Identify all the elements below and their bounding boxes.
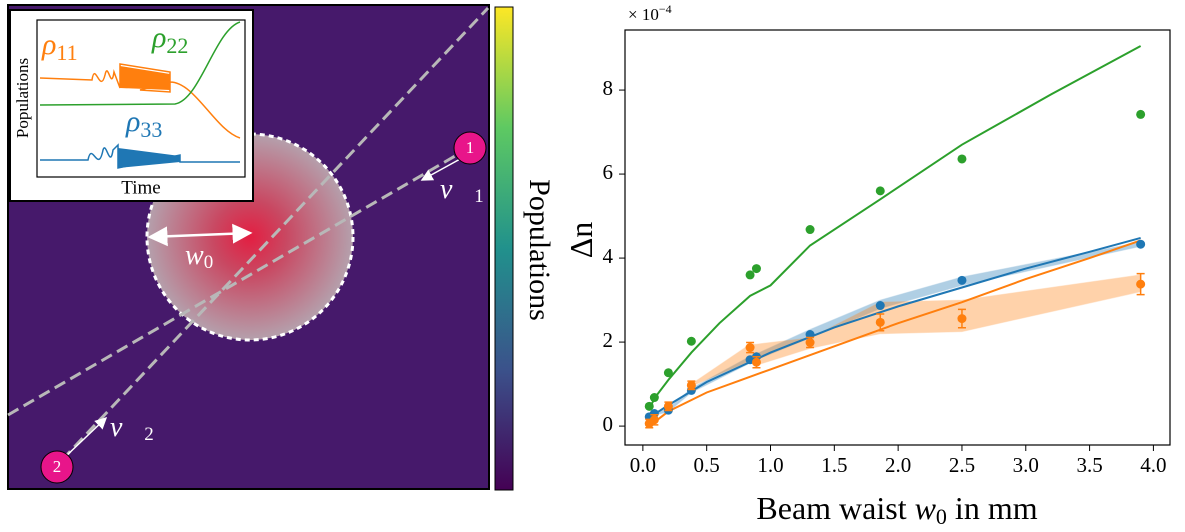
x-tick-label: 3.5 — [1076, 453, 1102, 477]
inset-axes — [36, 19, 246, 178]
data-point — [875, 317, 885, 327]
x-tick-label: 1.0 — [757, 453, 783, 477]
data-point — [649, 393, 659, 403]
data-point — [686, 336, 696, 346]
population-label: ρ33 — [125, 105, 162, 142]
trajectory-1 — [7, 150, 463, 417]
subscript: 22 — [166, 33, 188, 58]
data-point — [805, 225, 815, 235]
subscript: 11 — [56, 40, 77, 65]
data-point — [644, 401, 654, 411]
inset-oscillation — [118, 148, 180, 168]
symbol: v⃗ — [440, 174, 474, 205]
subscript: 2 — [144, 424, 154, 445]
marker — [40, 450, 74, 484]
subscript: 1 — [474, 186, 484, 207]
colorbar — [494, 6, 514, 491]
symbol: v⃗ — [110, 412, 144, 443]
velocity-label: v⃗1 — [440, 174, 484, 207]
data-point — [1136, 279, 1146, 289]
xlabel-symbol: w — [915, 490, 937, 526]
x-tick-label: 4.0 — [1140, 453, 1166, 477]
model-line — [648, 45, 1142, 409]
xlabel-subscript: 0 — [936, 504, 947, 529]
beam-diagram: w0 v⃗1 v⃗2 1 2 Populations Time ρ11 ρ22 … — [7, 4, 556, 491]
x-tick-label: 0.5 — [694, 453, 720, 477]
data-point — [649, 408, 659, 418]
x-tick-label: 0.0 — [630, 453, 656, 477]
velocity-arrow — [63, 416, 108, 459]
y-tick-label: 6 — [603, 160, 614, 184]
scale-label: × 10−4 — [628, 2, 672, 24]
plot-frame — [624, 29, 1171, 446]
waist-arrow — [147, 223, 253, 247]
model-line — [648, 236, 1141, 419]
data-point — [957, 154, 967, 164]
scale-base: × 10 — [628, 5, 659, 24]
x-tick-label: 1.5 — [821, 453, 847, 477]
data-point — [663, 401, 673, 411]
data-point — [1136, 239, 1146, 249]
data-point — [957, 275, 967, 285]
data-point — [649, 415, 659, 425]
xlabel-unit: in mm — [947, 490, 1038, 526]
inset-oscillation — [120, 66, 170, 90]
model-line — [648, 239, 1141, 427]
data-point — [663, 368, 673, 378]
data-point — [875, 186, 885, 196]
symbol: w — [185, 240, 204, 271]
marker-label: 2 — [53, 457, 62, 476]
y-tick-label: 4 — [603, 244, 614, 268]
symbol: ρ — [125, 105, 140, 138]
beam-edge — [145, 132, 355, 342]
inset-ylabel: Populations — [13, 58, 32, 138]
symbol: ρ — [41, 28, 56, 61]
y-tick-label: 8 — [603, 76, 614, 100]
subscript: 0 — [204, 252, 214, 273]
y-tick-label: 2 — [603, 328, 614, 352]
data-point — [875, 301, 885, 311]
scale-exponent: −4 — [659, 2, 672, 16]
x-tick-label: 2.5 — [949, 453, 975, 477]
waist-label: w0 — [185, 240, 213, 273]
data-point — [745, 270, 755, 280]
inset-curve — [39, 21, 241, 106]
marker-label: 1 — [466, 138, 475, 157]
population-label: ρ22 — [151, 21, 188, 58]
data-point — [1136, 109, 1146, 119]
data-point — [751, 264, 761, 274]
inset-curve — [40, 143, 240, 169]
velocity-arrow — [420, 157, 463, 181]
y-tick-label: 0 — [603, 412, 614, 436]
subscript: 33 — [140, 117, 162, 142]
inset-xlabel: Time — [121, 177, 160, 198]
x-tick-label: 2.0 — [885, 453, 911, 477]
data-point — [957, 314, 967, 324]
chart: × 10−4 Δn Beam waist w0 in mm 0.0 0.5 1.0 1… — [563, 2, 1171, 529]
marker — [453, 131, 487, 165]
x-axis-label: Beam waist w0 in mm — [756, 490, 1037, 529]
data-point — [805, 338, 815, 348]
ylabel: Δn — [563, 222, 599, 259]
colorbar-label: Populations — [523, 179, 556, 321]
trajectory-2 — [60, 6, 490, 462]
symbol: ρ — [151, 21, 166, 54]
population-label: ρ11 — [41, 28, 78, 65]
inset-curve — [39, 63, 241, 139]
velocity-label: v⃗2 — [110, 412, 154, 445]
x-tick-label: 3.0 — [1013, 453, 1039, 477]
y-axis-label: Δn — [563, 222, 599, 259]
data-point — [686, 380, 696, 390]
data-point — [745, 343, 755, 353]
data-point — [751, 357, 761, 367]
xlabel-text: Beam waist — [756, 490, 914, 526]
